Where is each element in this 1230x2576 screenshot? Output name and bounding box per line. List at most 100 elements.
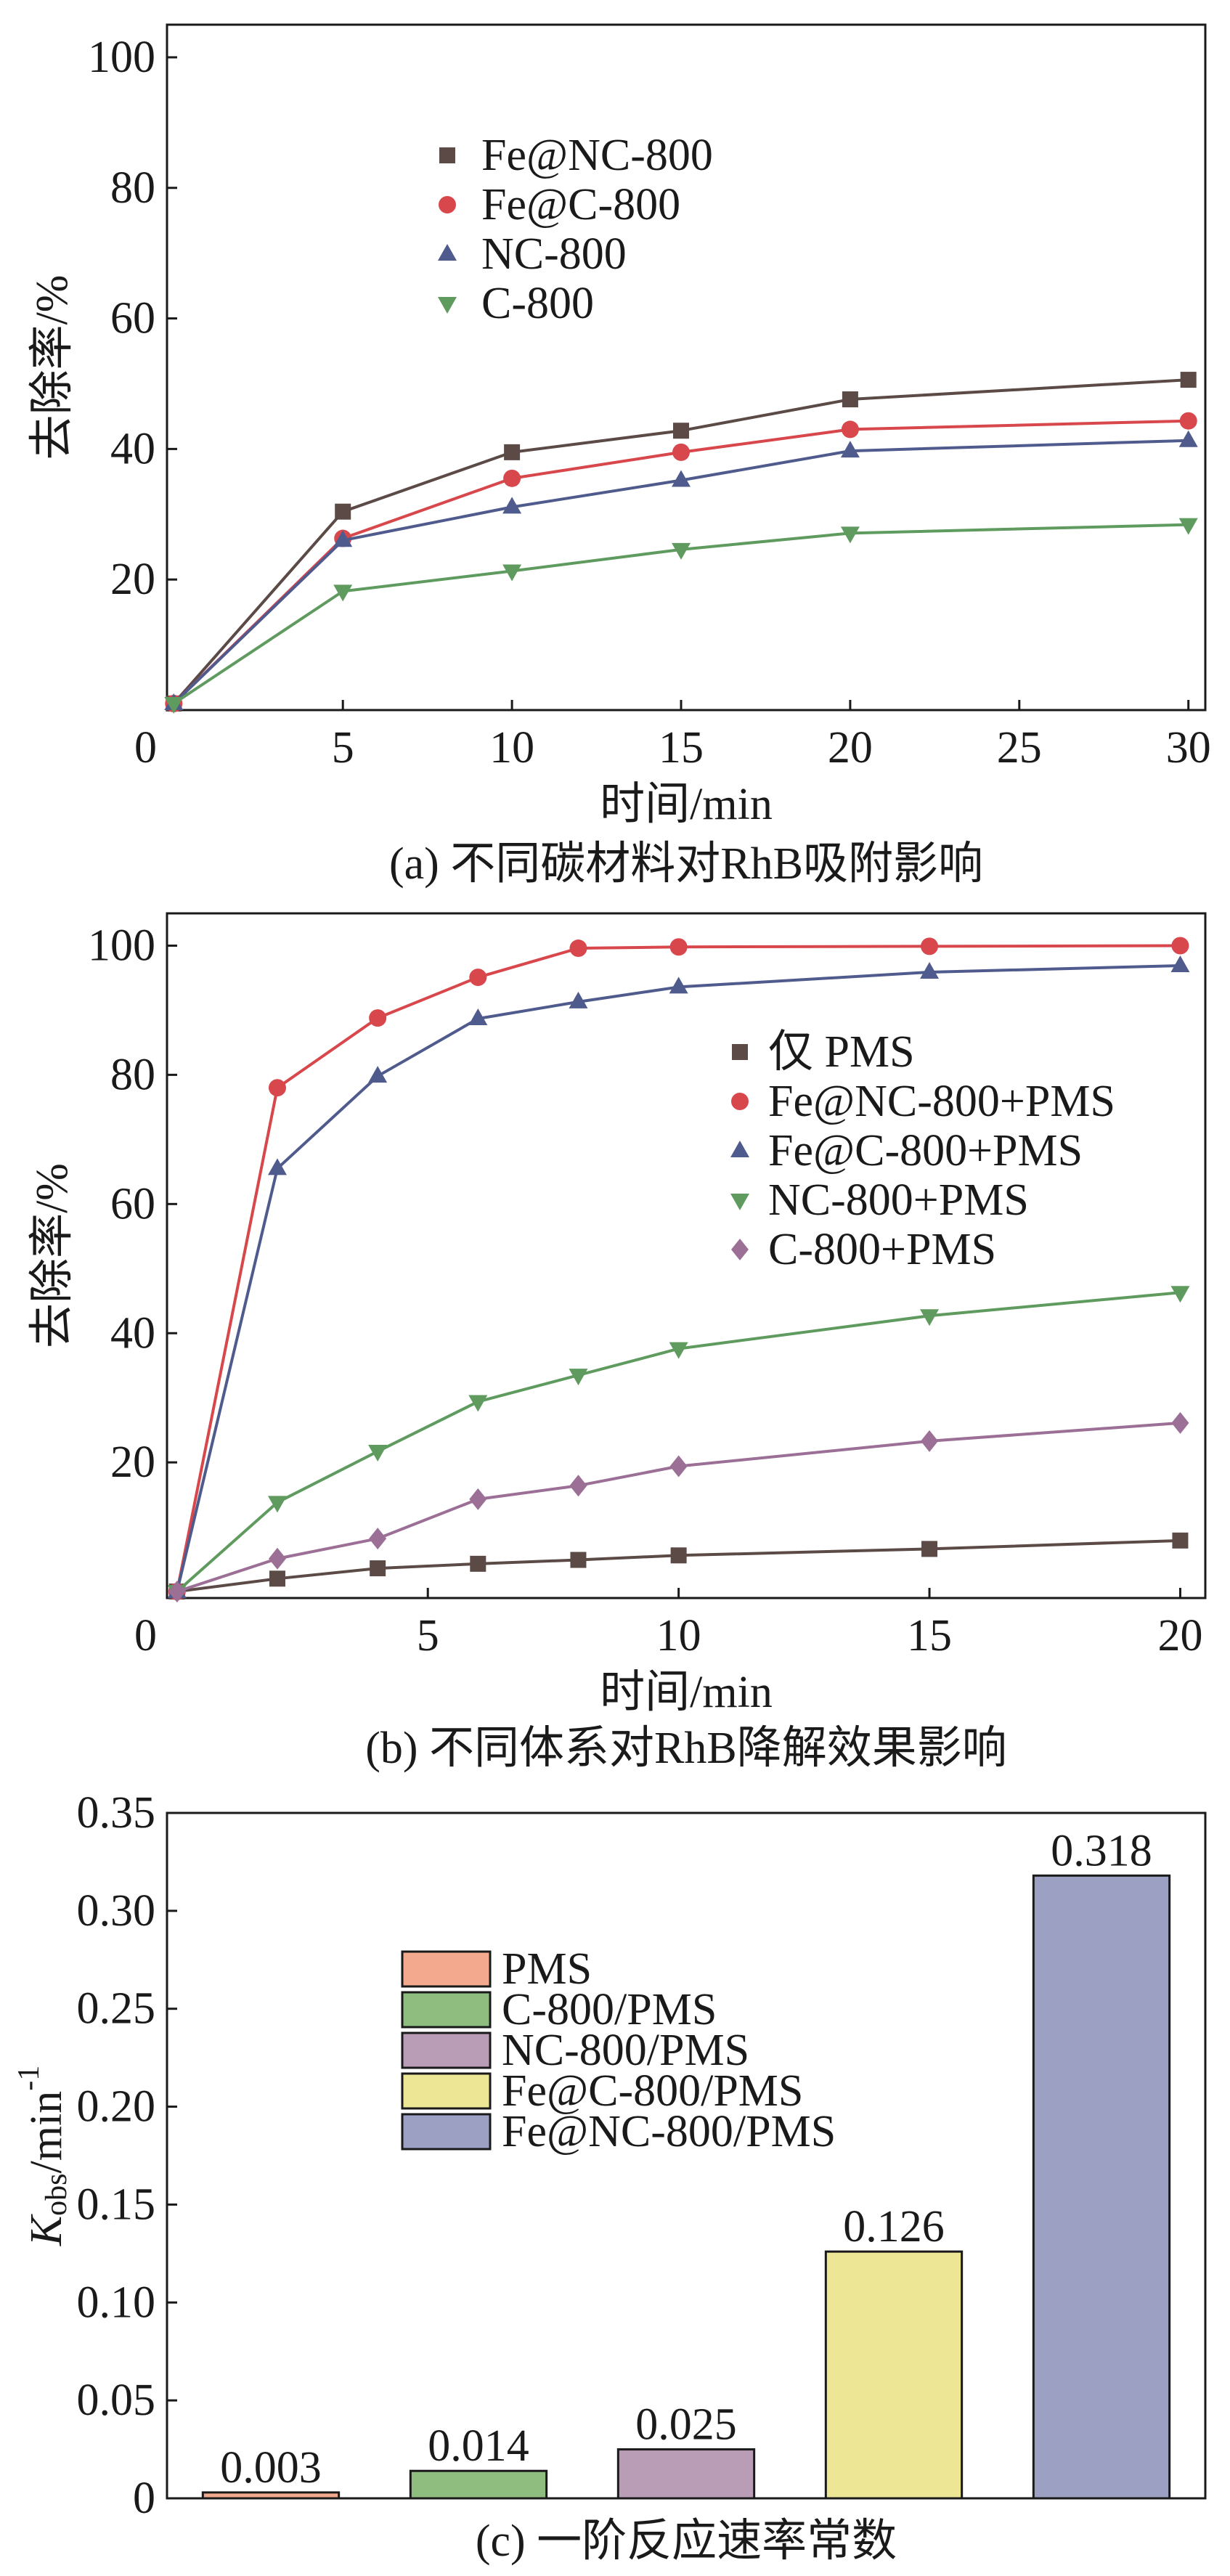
bar-value-label: 0.318	[1051, 1826, 1152, 1875]
x-tick-label: 5	[417, 1611, 439, 1660]
series-5-marker	[669, 1455, 688, 1477]
series-1-marker	[570, 1552, 587, 1568]
x-axis-title: 时间/min	[600, 1668, 773, 1717]
y-axis-title-symbol: K	[22, 2213, 71, 2246]
series-2-marker	[841, 420, 859, 439]
y-axis-title: 去除率/%	[28, 1163, 77, 1348]
y-tick-label: 20	[110, 1438, 155, 1487]
legend-marker	[732, 1044, 748, 1060]
series-5-marker	[469, 1488, 487, 1510]
series-4-marker	[1170, 1286, 1190, 1303]
legend-label: Fe@C-800+PMS	[768, 1126, 1083, 1175]
series-4-marker	[669, 1342, 688, 1359]
series-5-line	[176, 1421, 1181, 1594]
series-3-marker	[333, 530, 353, 547]
series-2-marker	[469, 969, 487, 987]
x-tick-label: 0	[134, 1611, 157, 1660]
y-axis-title-superscript: -1	[12, 2066, 46, 2091]
y-tick-label: 80	[110, 1050, 155, 1099]
legend-label: NC-800	[481, 229, 627, 279]
y-tick-label: 0.10	[77, 2278, 156, 2327]
y-tick-label: 0.30	[77, 1886, 156, 1936]
series-3-marker	[669, 977, 688, 994]
panel-b-line-chart: 20 40 60 80 100 0 5 10 15 20 仅 PMSFe@NC-800+PMSFe@…	[28, 912, 1207, 1773]
y-tick-label: 80	[110, 163, 155, 213]
series-4-marker	[267, 1496, 287, 1513]
y-axis-title-subscript: obs	[40, 2173, 73, 2215]
bar-3	[616, 2448, 756, 2500]
y-tick-label: 100	[88, 921, 155, 970]
x-tick-label: 5	[332, 723, 354, 773]
legend-label: Fe@NC-800/PMS	[502, 2107, 836, 2156]
legend-label: 仅 PMS	[768, 1027, 915, 1077]
series-4-marker	[1178, 518, 1198, 535]
series-1-line	[172, 378, 1189, 705]
series-4-line	[176, 1291, 1181, 1593]
legend-label: C-800/PMS	[502, 1985, 717, 2034]
bar-value-label: 0.003	[220, 2443, 322, 2493]
y-tick-label: 60	[110, 294, 155, 343]
legend-marker	[730, 1141, 749, 1157]
legend-marker	[731, 1093, 749, 1110]
series-2-line	[175, 944, 1181, 1592]
series-3-marker	[672, 470, 691, 487]
plot-frame	[166, 912, 1207, 1599]
series-1-marker	[335, 503, 351, 520]
series-2-marker	[503, 469, 521, 487]
series-5-marker	[268, 1547, 286, 1570]
legend-label: C-800	[481, 279, 594, 328]
legend-swatch	[401, 2113, 492, 2151]
series-1-marker	[670, 1547, 687, 1564]
series-4-marker	[502, 564, 522, 582]
y-tick-label: 40	[110, 1308, 155, 1358]
series-4-marker	[468, 1395, 488, 1412]
series-1-marker	[921, 1541, 938, 1557]
x-tick-label: 15	[907, 1611, 952, 1660]
legend-label: NC-800/PMS	[502, 2026, 749, 2075]
series-3-marker	[502, 497, 522, 514]
y-axis-title-unit: /min	[22, 2091, 71, 2174]
x-tick-label: 20	[1157, 1611, 1202, 1660]
y-tick-label: 0.05	[77, 2376, 156, 2425]
series-4-marker	[840, 526, 860, 544]
series-3-marker	[1178, 430, 1198, 447]
series-1-marker	[370, 1560, 386, 1577]
series-3-line	[175, 964, 1181, 1592]
x-tick-label: 0	[134, 723, 157, 773]
series-4-marker	[164, 697, 184, 714]
series-4-marker	[333, 584, 353, 602]
series-2-marker	[268, 1079, 286, 1097]
bar-value-label: 0.014	[428, 2421, 529, 2471]
series-2-marker	[1171, 937, 1189, 955]
series-3-line	[172, 439, 1189, 705]
series-4-marker	[672, 542, 691, 560]
legend-marker	[730, 1194, 749, 1210]
series-2-marker	[669, 938, 688, 956]
series-3-marker	[569, 991, 588, 1008]
x-tick-label: 15	[659, 723, 704, 773]
legend-marker	[438, 297, 457, 314]
x-tick-label: 25	[997, 723, 1042, 773]
figure-caption: (a) 不同碳材料对RhB吸附影响	[389, 839, 983, 889]
x-tick-label: 10	[489, 723, 534, 773]
bar-value-label: 0.025	[635, 2400, 737, 2450]
series-4-marker	[569, 1369, 588, 1386]
series-1-marker	[504, 444, 521, 460]
series-3-marker	[267, 1158, 287, 1175]
x-tick-label: 30	[1166, 723, 1211, 773]
legend-swatch	[401, 2072, 492, 2110]
y-axis-title: 去除率/%	[28, 275, 77, 460]
series-3-marker	[368, 1066, 388, 1083]
series-4-marker	[368, 1445, 388, 1462]
figure-caption: (c) 一阶反应速率常数	[476, 2516, 897, 2566]
series-5-marker	[168, 1581, 186, 1603]
legend-label: PMS	[502, 1944, 592, 1994]
series-4-marker	[920, 1309, 940, 1326]
y-tick-label: 100	[88, 33, 155, 82]
y-axis-title: Kobs/min-1	[12, 2066, 73, 2246]
legend-marker	[439, 147, 455, 163]
legend-marker	[438, 244, 457, 261]
legend-label: NC-800+PMS	[768, 1175, 1029, 1225]
